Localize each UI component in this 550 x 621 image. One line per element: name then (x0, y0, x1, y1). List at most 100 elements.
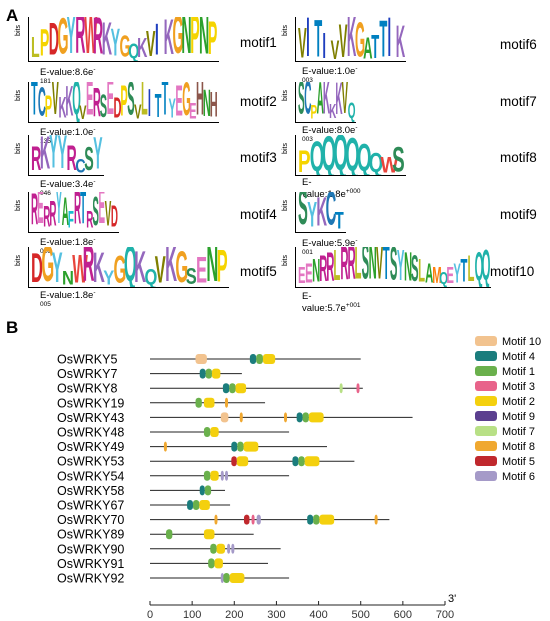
logo-letter: A (363, 30, 373, 61)
logo-letter: M (432, 265, 442, 287)
motif-box (249, 354, 257, 364)
legend-label: Motif 9 (502, 411, 535, 423)
motif-box (203, 470, 211, 481)
motif-box (239, 412, 243, 423)
motif-name: motif3 (240, 150, 277, 165)
logo-letter: C (325, 192, 337, 232)
motif-box (235, 383, 247, 394)
logo-letter: S (185, 264, 197, 287)
bits-axis-label: bits (14, 90, 22, 101)
motif-box (205, 368, 212, 379)
motif-box (296, 412, 303, 423)
bits-axis-label: bits (14, 255, 22, 266)
logo-letter: V (330, 34, 340, 61)
motif-box (307, 514, 314, 525)
e-value-label: E-value:1.8e+000 (302, 177, 361, 201)
e-value-label: E-value:1.0e-135 (40, 126, 96, 146)
motif-box (304, 456, 320, 467)
logo-letter: I (154, 17, 159, 61)
logo-letter: Y (57, 135, 68, 175)
x-tick-label: 700 (436, 609, 454, 621)
logo-letter: Q (309, 135, 325, 175)
panel-b-label: B (6, 318, 19, 337)
motif-box (292, 456, 299, 467)
motif-box (339, 383, 343, 394)
protein-label: OsWRKY90 (57, 542, 124, 556)
logo-letter: L (354, 247, 362, 287)
logo-letter: N (199, 17, 210, 61)
logo-letter: K (322, 82, 331, 122)
logo-letter: S (361, 247, 370, 287)
x-tick-label: 100 (183, 609, 201, 621)
logo-letter: N (403, 248, 413, 287)
motif-box (199, 368, 206, 379)
logo-letter: Q (321, 135, 337, 175)
logo-letter: K (65, 82, 74, 122)
motif-box (214, 514, 218, 525)
motif-box (313, 514, 320, 525)
logo-letter: L (141, 82, 148, 122)
e-value-label: E-value:1.8e-005 (40, 289, 96, 309)
logo-letter: Q (128, 39, 140, 61)
motif-box (227, 543, 231, 554)
logo-letter: R (31, 140, 42, 175)
e-value-label: E-value:5.7e+001 (302, 291, 361, 315)
logo-letter: T (382, 247, 390, 287)
logo-letter: K (101, 17, 112, 61)
logo-letter: K (163, 17, 174, 61)
logo-letter: S (84, 142, 94, 175)
legend-label: Motif 10 (502, 336, 541, 348)
logo-letter: N (312, 256, 321, 287)
sequence-logo: bits E E N R R L R R L S N V T S Y N S L A M Q E Y T L Q Q (282, 247, 491, 288)
logo-letter: P (310, 103, 318, 122)
sequence-logo: bits L P D G Y R W R K Y G Q K V I K G N P N P (15, 17, 219, 62)
logo-letter: V (145, 24, 156, 61)
logo-letter: K (346, 17, 357, 61)
logo-letter: L (467, 251, 475, 287)
motif-box (187, 500, 193, 510)
legend-swatch (475, 366, 497, 376)
logo-letter: Y (48, 135, 59, 175)
motif-box (210, 470, 219, 481)
logo-letter: W (72, 248, 88, 287)
logo-letter: A (425, 260, 434, 287)
logo-letter: Q (123, 247, 137, 287)
logo-letter: Y (103, 267, 115, 287)
logo-letter: G (57, 17, 69, 61)
logo-letter: T (154, 89, 162, 122)
logo-letter: E (196, 251, 208, 287)
logo-letter: K (134, 247, 147, 287)
logo-letter: N (206, 247, 219, 287)
logo-letter: G (119, 30, 131, 61)
protein-label: OsWRKY92 (57, 572, 124, 586)
motif-box (256, 354, 263, 364)
motif-box (225, 470, 229, 481)
logo-letter: G (172, 17, 184, 61)
logo-letter: Q (368, 147, 384, 175)
e-value-label: E-value:1.8e-016 (40, 236, 96, 256)
sequence-logo: bits R E R R Y A F R T R S E V D (15, 192, 119, 233)
motif-box (208, 558, 215, 569)
legend-label: Motif 2 (502, 396, 535, 408)
logo-letter: N (368, 247, 377, 287)
logo-letter: Q (72, 82, 81, 122)
logo-letter: R (75, 17, 86, 61)
logo-letter: V (154, 250, 166, 287)
logo-letter: Y (110, 22, 121, 61)
logo-letter: P (120, 82, 128, 122)
logo-letter: Q (345, 135, 360, 175)
motif-name: motif9 (500, 207, 537, 222)
bits-axis-label: bits (281, 200, 289, 211)
motif-box (222, 383, 230, 394)
legend-swatch (475, 471, 497, 481)
logo-letter: S (392, 140, 405, 175)
logo-letter: T (31, 82, 38, 122)
logo-letter: E (98, 192, 106, 232)
logo-letter: V (341, 82, 349, 122)
sequence-logo: bits R K Y Y R C S Y (15, 135, 104, 176)
logo-letter: R (31, 192, 39, 232)
logo-letter: C (304, 82, 312, 122)
protein-label: OsWRKY67 (57, 499, 124, 513)
legend-label: Motif 6 (502, 471, 535, 483)
x-tick-label: 0 (147, 609, 153, 621)
